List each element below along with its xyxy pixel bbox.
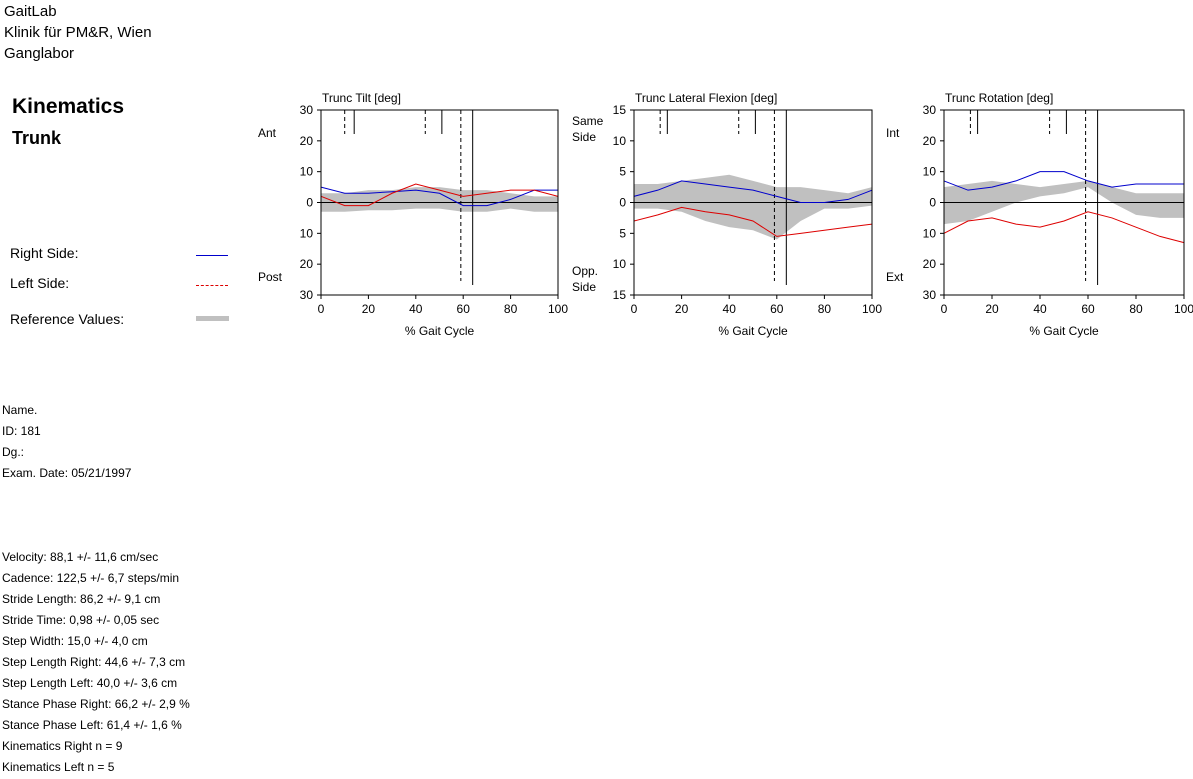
x-tick-label: 0 xyxy=(631,302,638,316)
y-tick-label: 10 xyxy=(613,257,627,271)
x-tick-label: 0 xyxy=(941,302,948,316)
legend-reference-swatch xyxy=(196,316,229,321)
side-label-bottom: Side xyxy=(572,280,596,294)
x-axis-label: % Gait Cycle xyxy=(718,324,788,338)
stat-step-length-right: Step Length Right: 44,6 +/- 7,3 cm xyxy=(2,655,186,669)
chart-title: Trunc Tilt [deg] xyxy=(322,91,401,105)
y-tick-label: 15 xyxy=(613,103,627,117)
side-label-top: Ant xyxy=(258,126,277,140)
x-tick-label: 80 xyxy=(818,302,832,316)
x-tick-label: 80 xyxy=(504,302,518,316)
x-tick-label: 60 xyxy=(457,302,471,316)
chart-title: Trunc Lateral Flexion [deg] xyxy=(635,91,777,105)
report-title: Kinematics xyxy=(12,95,125,118)
side-label-top: Side xyxy=(572,130,596,144)
reference-band xyxy=(944,180,1184,225)
stat-kinematics-right-n: Kinematics Right n = 9 xyxy=(2,739,123,753)
x-axis-label: % Gait Cycle xyxy=(1029,324,1099,338)
x-tick-label: 60 xyxy=(1081,302,1095,316)
y-tick-label: 20 xyxy=(923,257,937,271)
legend-right-swatch xyxy=(196,255,228,256)
x-axis-label: % Gait Cycle xyxy=(405,324,475,338)
y-tick-label: 20 xyxy=(300,134,314,148)
y-tick-label: 10 xyxy=(300,165,314,179)
y-tick-label: 20 xyxy=(923,134,937,148)
header-line-1: GaitLab xyxy=(4,3,57,20)
stat-kinematics-left-n: Kinematics Left n = 5 xyxy=(2,760,115,774)
reference-band xyxy=(321,187,558,212)
y-tick-label: 10 xyxy=(923,165,937,179)
header-line-3: Ganglabor xyxy=(4,45,75,62)
exam-date: Exam. Date: 05/21/1997 xyxy=(2,466,132,480)
y-tick-label: 0 xyxy=(929,196,936,210)
x-tick-label: 20 xyxy=(985,302,999,316)
y-tick-label: 0 xyxy=(306,196,313,210)
y-tick-label: 5 xyxy=(619,165,626,179)
patient-info: Name. ID: 181 Dg.: Exam. Date: 05/21/199… xyxy=(2,400,131,484)
stat-step-length-left: Step Length Left: 40,0 +/- 3,6 cm xyxy=(2,676,178,690)
patient-name: Name. xyxy=(2,403,38,417)
x-tick-label: 40 xyxy=(409,302,423,316)
stat-step-width: Step Width: 15,0 +/- 4,0 cm xyxy=(2,634,148,648)
x-tick-label: 100 xyxy=(862,302,882,316)
stat-stride-time: Stride Time: 0,98 +/- 0,05 sec xyxy=(2,613,160,627)
stat-stance-right: Stance Phase Right: 66,2 +/- 2,9 % xyxy=(2,697,190,711)
y-tick-label: 30 xyxy=(300,103,314,117)
side-label-top: Int xyxy=(886,126,900,140)
trunk-lateral-flexion-chart: Trunc Lateral Flexion [deg] 15 10 5 0 5 10 15 0 2… xyxy=(572,91,882,338)
x-tick-label: 20 xyxy=(362,302,376,316)
x-tick-label: 0 xyxy=(318,302,325,316)
side-label-bottom: Post xyxy=(258,270,283,284)
y-tick-label: 20 xyxy=(300,257,314,271)
y-tick-label: 15 xyxy=(613,288,627,302)
side-label-top: Same xyxy=(572,114,604,128)
x-tick-label: 100 xyxy=(1174,302,1193,316)
y-tick-label: 30 xyxy=(923,103,937,117)
x-tick-label: 40 xyxy=(723,302,737,316)
report-subtitle: Trunk xyxy=(12,128,62,148)
y-tick-label: 10 xyxy=(923,226,937,240)
legend-left-label: Left Side: xyxy=(10,275,70,291)
stat-velocity: Velocity: 88,1 +/- 11,6 cm/sec xyxy=(2,550,159,564)
x-tick-label: 100 xyxy=(548,302,568,316)
clinic-header: GaitLab Klinik für PM&R, Wien Ganglabor xyxy=(4,1,152,64)
patient-diagnosis: Dg.: xyxy=(2,445,25,459)
y-tick-label: 30 xyxy=(300,288,314,302)
legend-left-swatch xyxy=(196,285,228,286)
reference-band xyxy=(634,174,872,240)
y-tick-label: 30 xyxy=(923,288,937,302)
x-tick-label: 20 xyxy=(675,302,689,316)
stat-cadence: Cadence: 122,5 +/- 6,7 steps/min xyxy=(2,571,180,585)
side-label-bottom: Ext xyxy=(886,270,904,284)
legend-reference-label: Reference Values: xyxy=(10,311,125,327)
y-tick-label: 5 xyxy=(619,226,626,240)
series-right-side xyxy=(943,171,1184,191)
series-right-side xyxy=(633,180,873,203)
y-tick-label: 10 xyxy=(300,226,314,240)
gait-stats: Velocity: 88,1 +/- 11,6 cm/sec Cadence: … xyxy=(2,547,190,778)
x-tick-label: 40 xyxy=(1033,302,1047,316)
x-tick-label: 60 xyxy=(770,302,784,316)
stat-stride-length: Stride Length: 86,2 +/- 9,1 cm xyxy=(2,592,161,606)
chart-title: Trunc Rotation [deg] xyxy=(945,91,1053,105)
series-left-side xyxy=(320,183,559,207)
patient-id: ID: 181 xyxy=(2,424,41,438)
series-left-side xyxy=(943,211,1185,244)
series-right-side xyxy=(320,186,558,207)
y-tick-label: 0 xyxy=(619,196,626,210)
side-label-bottom: Opp. xyxy=(572,264,598,278)
y-tick-label: 10 xyxy=(613,134,627,148)
header-line-2: Klinik für PM&R, Wien xyxy=(4,24,152,41)
stat-stance-left: Stance Phase Left: 61,4 +/- 1,6 % xyxy=(2,718,182,732)
legend-right-label: Right Side: xyxy=(10,245,79,261)
x-tick-label: 80 xyxy=(1129,302,1143,316)
series-left-side xyxy=(633,206,873,237)
